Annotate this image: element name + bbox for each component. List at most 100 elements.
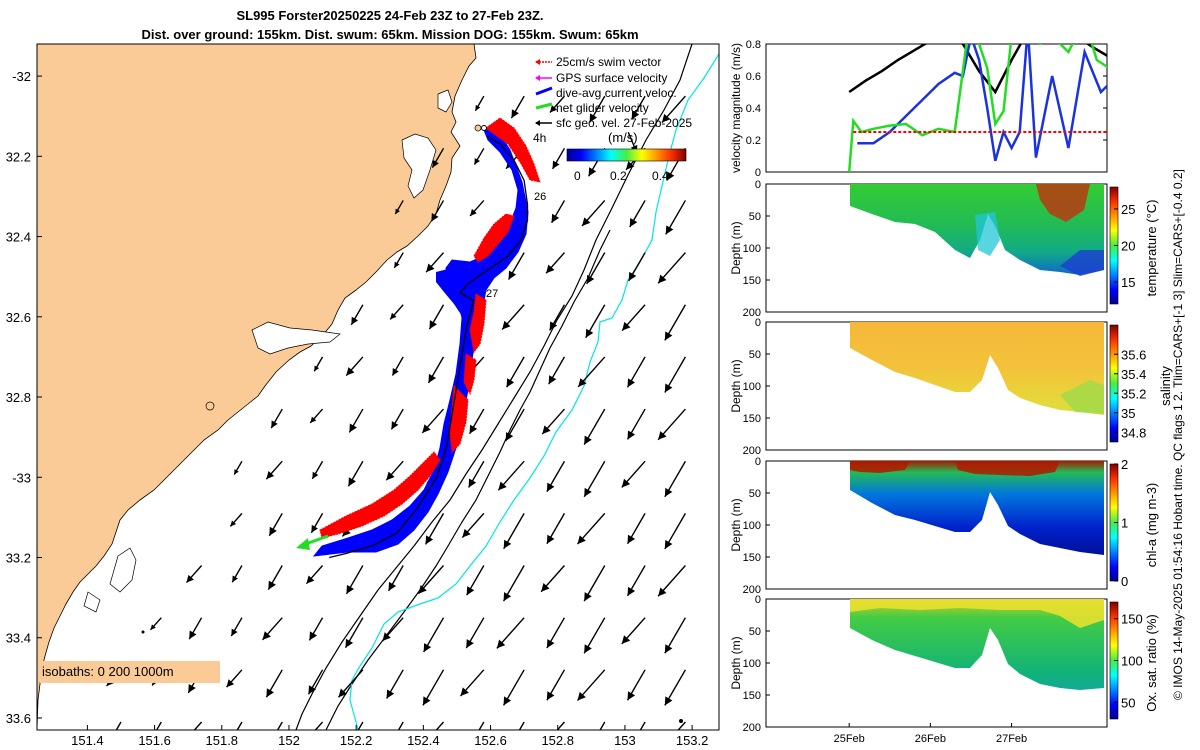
chla-y-ticks: 0 50 100 150 200 (743, 456, 770, 596)
isobath-200m-b (325, 229, 611, 730)
map-x-tick-label: 152.6 (474, 733, 507, 748)
map-y-tick-label: 33.4 (6, 631, 31, 646)
geo-velocity-arrow-head (586, 274, 595, 284)
geo-velocity-arrow (599, 721, 606, 730)
velocity-y-tick-label: 0.6 (746, 71, 761, 83)
geo-velocity-arrow-head (577, 535, 586, 545)
map-y-tick-label: -32 (12, 69, 31, 84)
geo-velocity-arrow-head (395, 208, 400, 215)
island (205, 401, 215, 411)
depth-tick-label: 0 (755, 179, 761, 191)
legend-current-label: dive-avg current veloc. (556, 86, 677, 100)
geo-velocity-arrow-head (625, 161, 635, 170)
geo-velocity-arrow-head (386, 689, 395, 699)
geo-velocity-arrow (677, 721, 686, 730)
geo-velocity-arrow-head (262, 631, 271, 640)
geo-velocity-arrow-head (546, 534, 555, 544)
colorbar-tick-label: 15 (1121, 275, 1135, 290)
salinity-y-ticks: 0 50 100 150 200 (743, 317, 770, 457)
geo-velocity-arrow-head (188, 683, 196, 693)
geo-velocity-arrow (155, 721, 162, 730)
geo-velocity-arrow-head (308, 685, 317, 695)
map-x-ticks: 151.4 151.6 151.8 152 152.2 152.4 152.6 152.8 15… (71, 725, 708, 748)
depth-tick-label: 0 (755, 594, 761, 606)
geo-velocity-arrow-head (426, 263, 435, 273)
velocity-magnitude-panel: 0 0.2 0.4 0.6 0.8 velocity magnitude (m/s) (729, 39, 1108, 179)
geo-velocity-arrow-head (584, 644, 592, 654)
colorbar-tick-label: 25 (1121, 202, 1135, 217)
geo-velocity-arrow-head (429, 320, 438, 330)
lake-macquarie (109, 547, 137, 593)
geo-velocity-arrow-head (351, 316, 359, 325)
geo-velocity-arrow-head (314, 365, 320, 372)
chla-colorbar-label: chl-a (mg m-3) (1144, 483, 1159, 568)
depth-tick-label: 50 (749, 211, 761, 223)
salinity-panel: 0 50 100 150 200 Depth (m) 34.8 35 35.2 35.4 35.… (729, 317, 1173, 457)
colorbar-tick-label: 20 (1121, 239, 1135, 254)
geo-velocity-arrow-head (386, 743, 394, 750)
colorbar-tick-label: 35.6 (1121, 347, 1146, 362)
geo-velocity-arrow-head (588, 167, 597, 177)
geo-velocity-arrow-head (186, 574, 194, 583)
geo-velocity-arrow (639, 721, 646, 730)
geo-velocity-arrow-head (511, 109, 519, 119)
geo-velocity-arrow-head (425, 535, 434, 545)
geo-velocity-arrow-head (628, 271, 637, 281)
geo-velocity-arrow-head (664, 644, 673, 654)
land-mass (37, 44, 477, 730)
geo-velocity-arrow-head (306, 575, 315, 584)
map-x-tick-label: 152 (278, 733, 300, 748)
title-line-1: SL995 Forster20250225 24-Feb 23Z to 27-F… (236, 8, 544, 23)
day-label-26: 26 (534, 191, 546, 203)
isobath-200m (295, 44, 693, 730)
map-x-tick-label: 151.8 (206, 733, 239, 748)
geo-velocity-arrow (115, 721, 122, 730)
map-y-tick-label: 32.2 (6, 149, 31, 164)
geo-velocity-arrow-head (621, 478, 631, 488)
geo-velocity-arrow (435, 721, 445, 730)
map-y-tick-label: 32.6 (6, 310, 31, 325)
figure-title: SL995 Forster20250225 24-Feb 23Z to 27-F… (0, 6, 780, 44)
salinity-fresh-patch (1060, 380, 1104, 414)
temperature-colorbar-ticks: 15 20 25 (1114, 202, 1135, 290)
geo-velocity-arrow-head (271, 420, 278, 429)
colorbar-tick-label: 35.2 (1121, 386, 1146, 401)
geo-velocity-arrow (314, 721, 324, 730)
depth-tick-label: 200 (743, 584, 761, 596)
geo-velocity-arrow-head (189, 630, 197, 640)
velocity-ylabel: velocity magnitude (m/s) (729, 43, 743, 173)
geo-velocity-arrow (357, 721, 364, 730)
colorbar-tick-2: 0.4 (652, 169, 669, 183)
geo-velocity-arrow (478, 721, 485, 730)
oxygen-field (850, 599, 1104, 690)
time-tick-label: 26Feb (915, 733, 946, 745)
geo-velocity-arrow-head (584, 487, 592, 497)
day-label-27: 27 (486, 288, 498, 300)
geo-velocity-arrow-head (428, 373, 437, 383)
oxygen-surface-high (850, 599, 1104, 628)
lake-port-stephens (251, 321, 341, 355)
geo-velocity-arrow-head (666, 171, 675, 181)
map-x-tick-label: 153.2 (676, 733, 709, 748)
geo-velocity-arrow (397, 721, 404, 730)
colorbar-tick-label: 2 (1121, 457, 1128, 472)
map-y-tick-label: 32.8 (6, 390, 31, 405)
geo-velocity-arrow-head (582, 217, 591, 227)
geo-velocity-arrow-head (577, 691, 586, 701)
geo-velocity-arrow-head (502, 320, 511, 330)
island (474, 124, 482, 132)
geo-velocity-arrow-head (548, 375, 557, 385)
temperature-cool-deep (1060, 250, 1104, 276)
map-panel: 26 27 151.4 151.6 151.8 152 152.2 152.4 152.6 1… (6, 43, 720, 750)
geo-velocity-arrow-head (621, 635, 631, 644)
geo-velocity-arrow-head (345, 638, 354, 648)
geo-velocity-arrow-head (230, 520, 237, 527)
geo-velocity-arrow-head (546, 482, 555, 492)
geo-velocity-arrow-head (506, 378, 515, 388)
island (141, 630, 145, 634)
geo-velocity-arrow-head (432, 159, 439, 168)
geo-velocity-arrow-head (310, 416, 317, 423)
geo-velocity-arrow-head (549, 105, 558, 113)
lake-myall (401, 133, 437, 199)
